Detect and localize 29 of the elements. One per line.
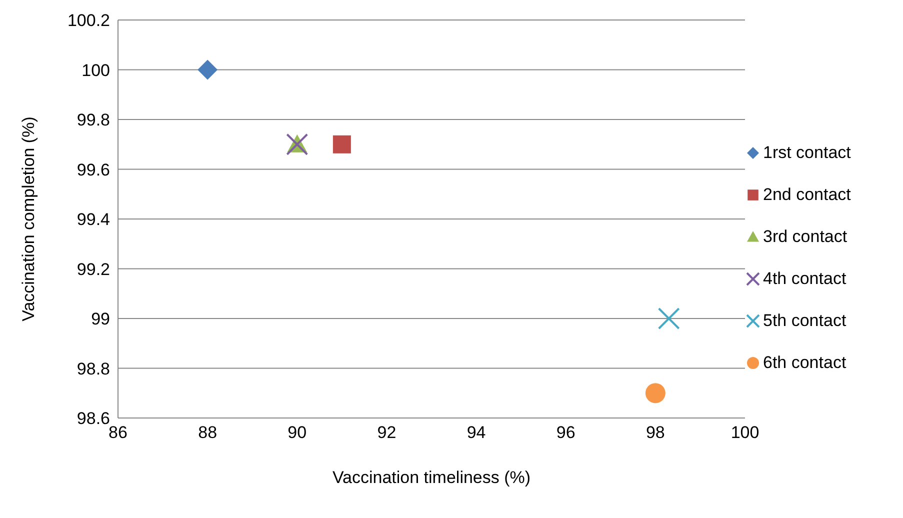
x-tick-label: 100	[730, 423, 760, 442]
x-tick-label: 90	[288, 423, 307, 442]
legend-label: 4th contact	[763, 269, 846, 289]
x-tick-label: 96	[556, 423, 576, 442]
y-tick-label: 99.6	[76, 160, 110, 180]
legend-label: 1rst contact	[763, 143, 851, 163]
x-axis-title: Vaccination timeliness (%)	[332, 468, 531, 487]
x-tick-label: 92	[377, 423, 396, 442]
y-tick-label: 99	[91, 310, 110, 329]
point	[645, 383, 666, 404]
x-tick-label: 88	[198, 423, 218, 442]
y-tick-label: 100	[82, 60, 110, 80]
point	[658, 308, 680, 330]
x-tick-label: 98	[646, 423, 665, 442]
legend-label: 2nd contact	[763, 185, 851, 205]
y-tick-label: 99.8	[76, 110, 110, 130]
legend-label: 3rd contact	[763, 227, 848, 247]
x-tick-label: 94	[466, 423, 486, 442]
legend-label: 6th contact	[763, 353, 846, 373]
y-axis-title: Vaccination completion (%)	[19, 116, 38, 322]
y-tick-label: 100.2	[67, 11, 110, 30]
legend-label: 5th contact	[763, 311, 846, 331]
y-tick-label: 98.8	[76, 359, 110, 378]
y-tick-label: 99.4	[76, 210, 110, 230]
y-tick-label: 99.2	[76, 260, 110, 279]
y-tick-label: 98.6	[76, 409, 110, 428]
point	[198, 60, 218, 80]
x-tick-label: 86	[108, 423, 128, 442]
point	[332, 135, 351, 154]
